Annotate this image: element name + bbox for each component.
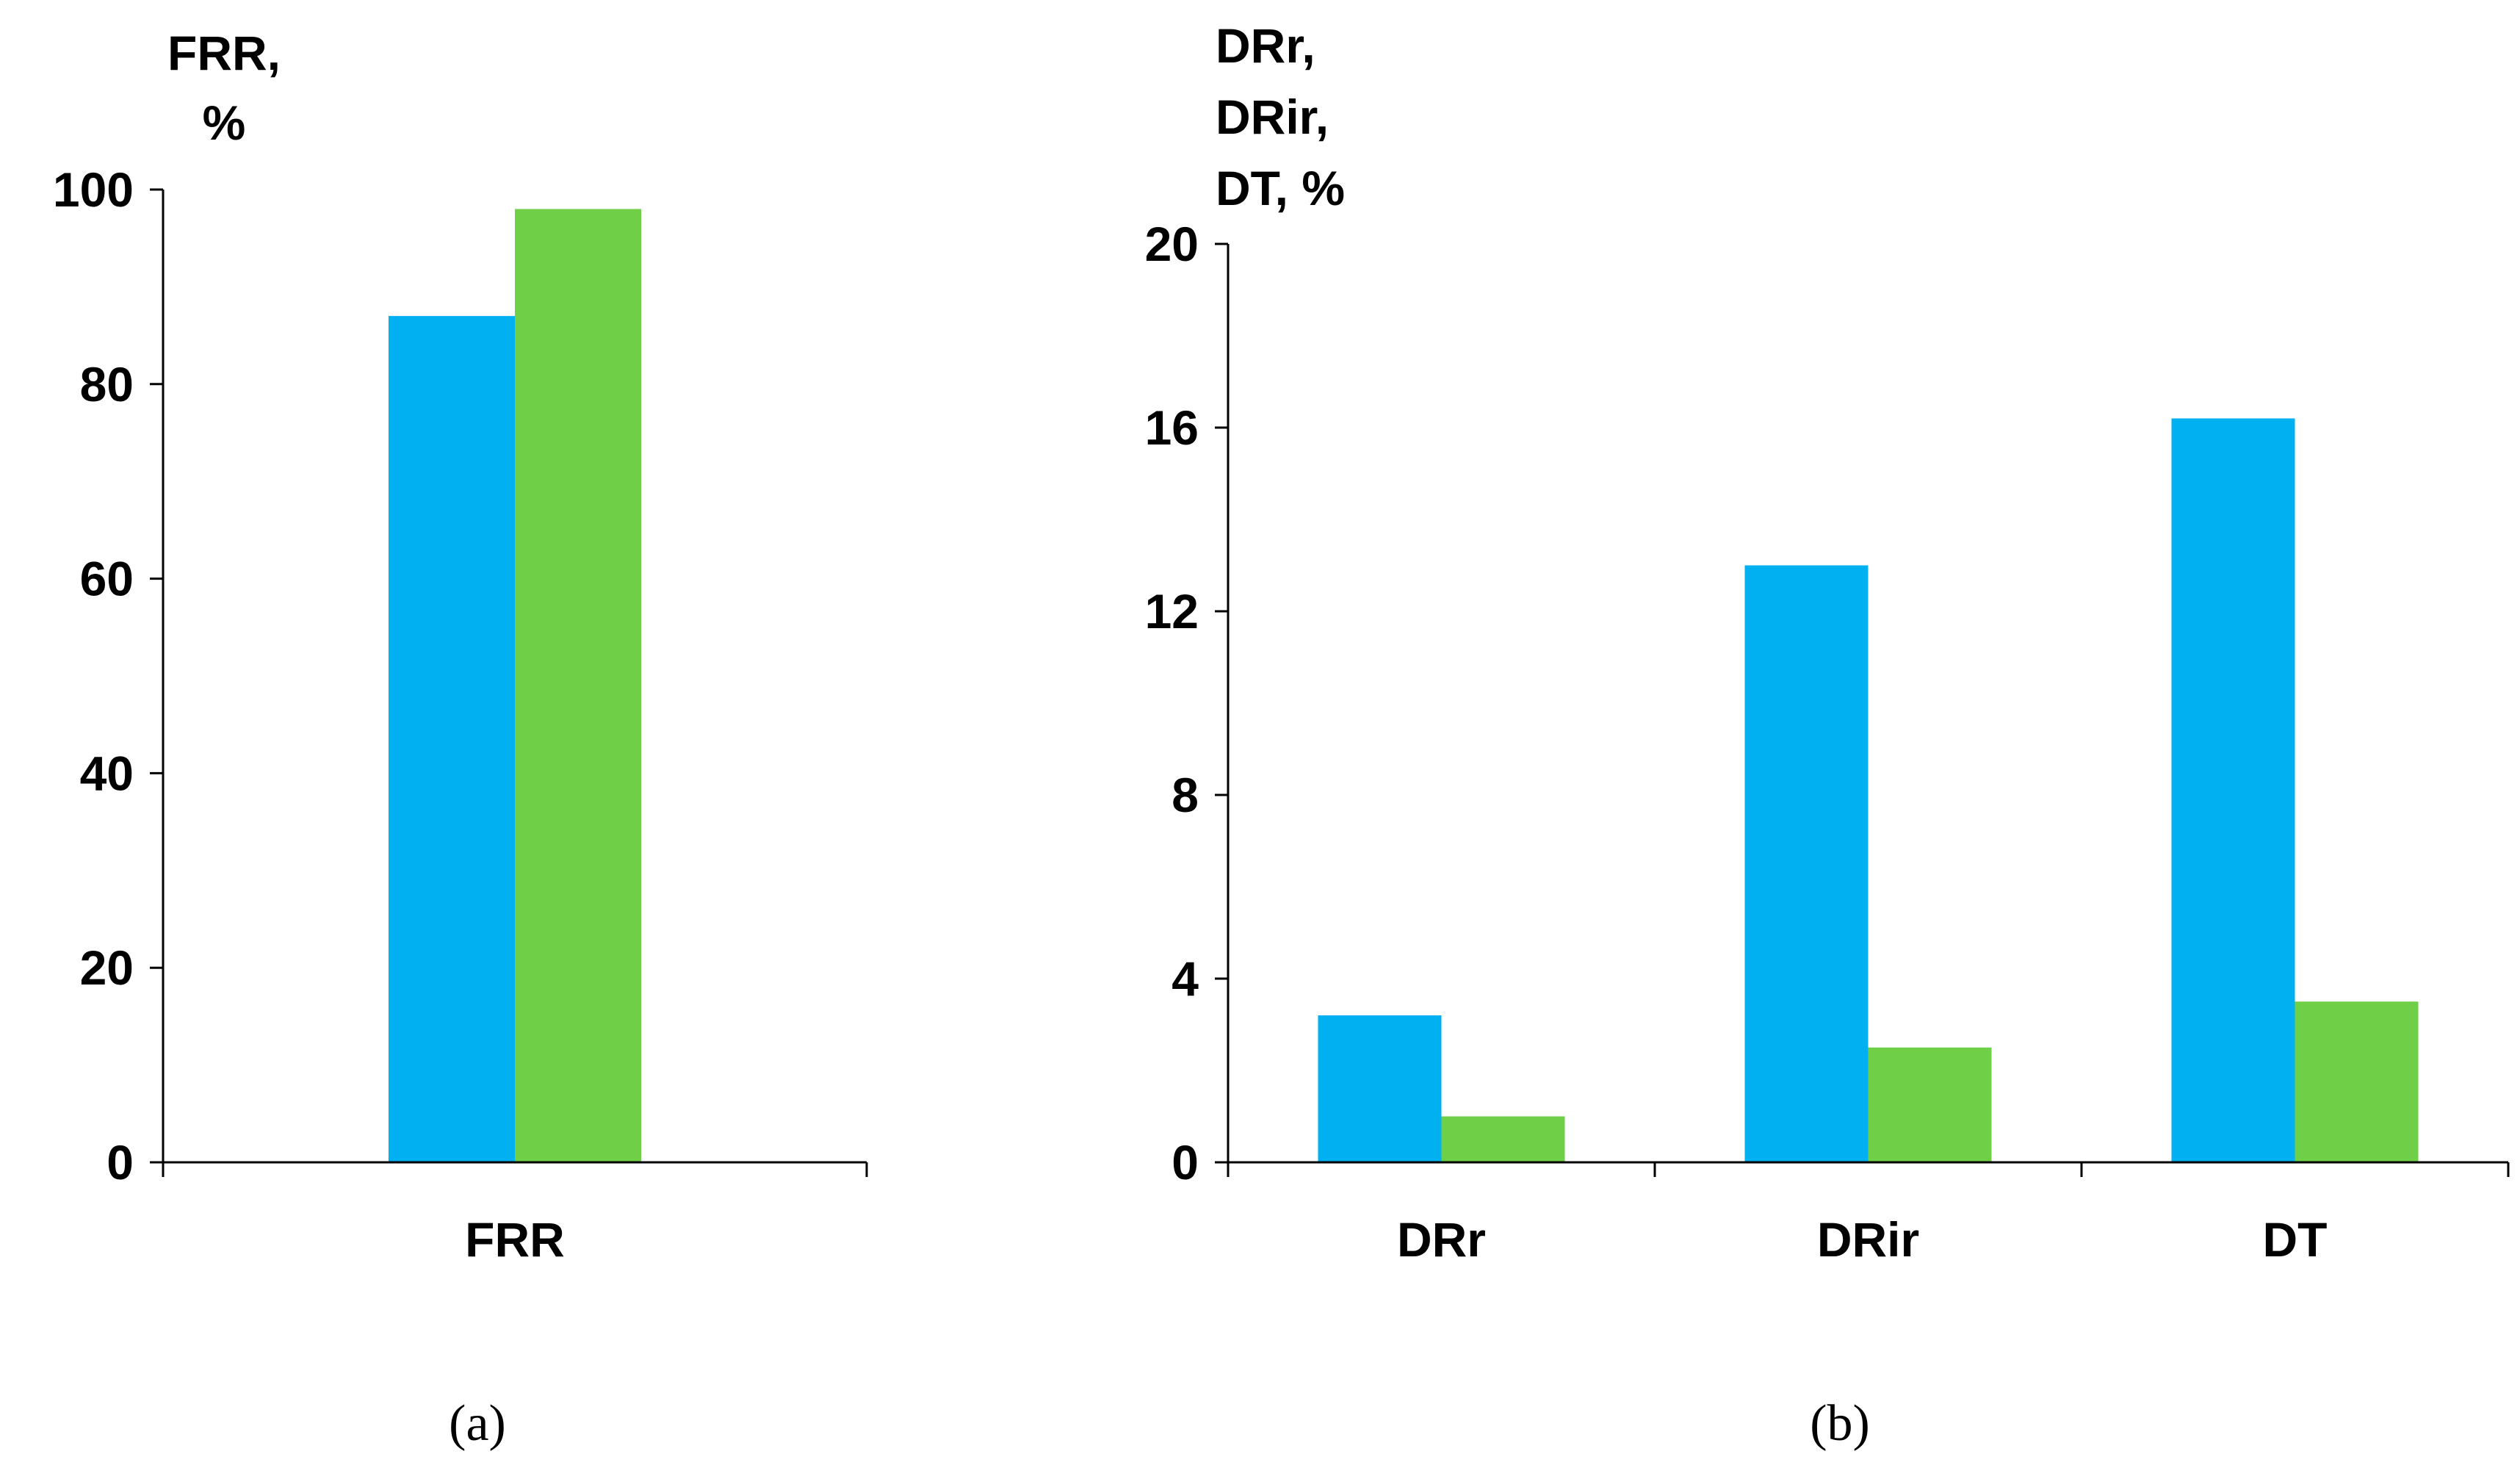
bar-b-drr-series-2 (1441, 1116, 1565, 1162)
chart-panel-a: 0 20 40 60 80 100 FRR FRR,% (a) (53, 26, 868, 1452)
y-axis-title-b-line-2: DRir, (1216, 90, 1329, 144)
y-tick-label-a-60: 60 (80, 552, 134, 606)
y-tick-label-b-12: 12 (1145, 584, 1199, 638)
y-axis-title-a-line-1: FRR, (167, 26, 281, 80)
bar-b-drir-series-1 (1744, 565, 1869, 1162)
y-tick-label-a-20: 20 (80, 940, 134, 995)
y-axis-title-b-line-3: DT, % (1216, 161, 1345, 215)
x-tick-label-b-dt: DT (2263, 1212, 2328, 1267)
y-tick-label-a-0: 0 (106, 1135, 134, 1189)
bar-b-drir-series-2 (1868, 1047, 1992, 1162)
panel-label-b: (b) (1810, 1395, 1870, 1452)
y-axis-title-a-line-2: % (203, 96, 246, 150)
bar-b-dt-series-2 (2295, 1001, 2419, 1162)
y-tick-label-b-8: 8 (1171, 768, 1199, 822)
y-axis-title-b-line-1: DRr, (1216, 18, 1315, 73)
chart-panel-b: 0 4 8 12 16 20 DRr DRir DT DRr, DRir, DT, % (b) (1145, 18, 2510, 1452)
x-tick-label-b-drir: DRir (1817, 1212, 1919, 1267)
bar-b-dt-series-1 (2171, 418, 2295, 1162)
y-tick-label-b-0: 0 (1171, 1135, 1199, 1189)
y-tick-label-a-40: 40 (80, 746, 134, 800)
bar-a-frr-series-1 (389, 316, 515, 1162)
y-tick-label-a-80: 80 (80, 357, 134, 411)
x-tick-label-b-drr: DRr (1397, 1212, 1486, 1267)
y-tick-label-b-4: 4 (1171, 951, 1199, 1006)
y-tick-label-a-100: 100 (53, 162, 134, 217)
bar-b-drr-series-1 (1318, 1015, 1442, 1162)
y-tick-label-b-16: 16 (1145, 400, 1199, 455)
panel-label-a: (a) (449, 1395, 506, 1452)
y-tick-label-b-20: 20 (1145, 217, 1199, 271)
x-tick-label-a-frr: FRR (465, 1212, 565, 1267)
bar-a-frr-series-2 (515, 209, 641, 1163)
